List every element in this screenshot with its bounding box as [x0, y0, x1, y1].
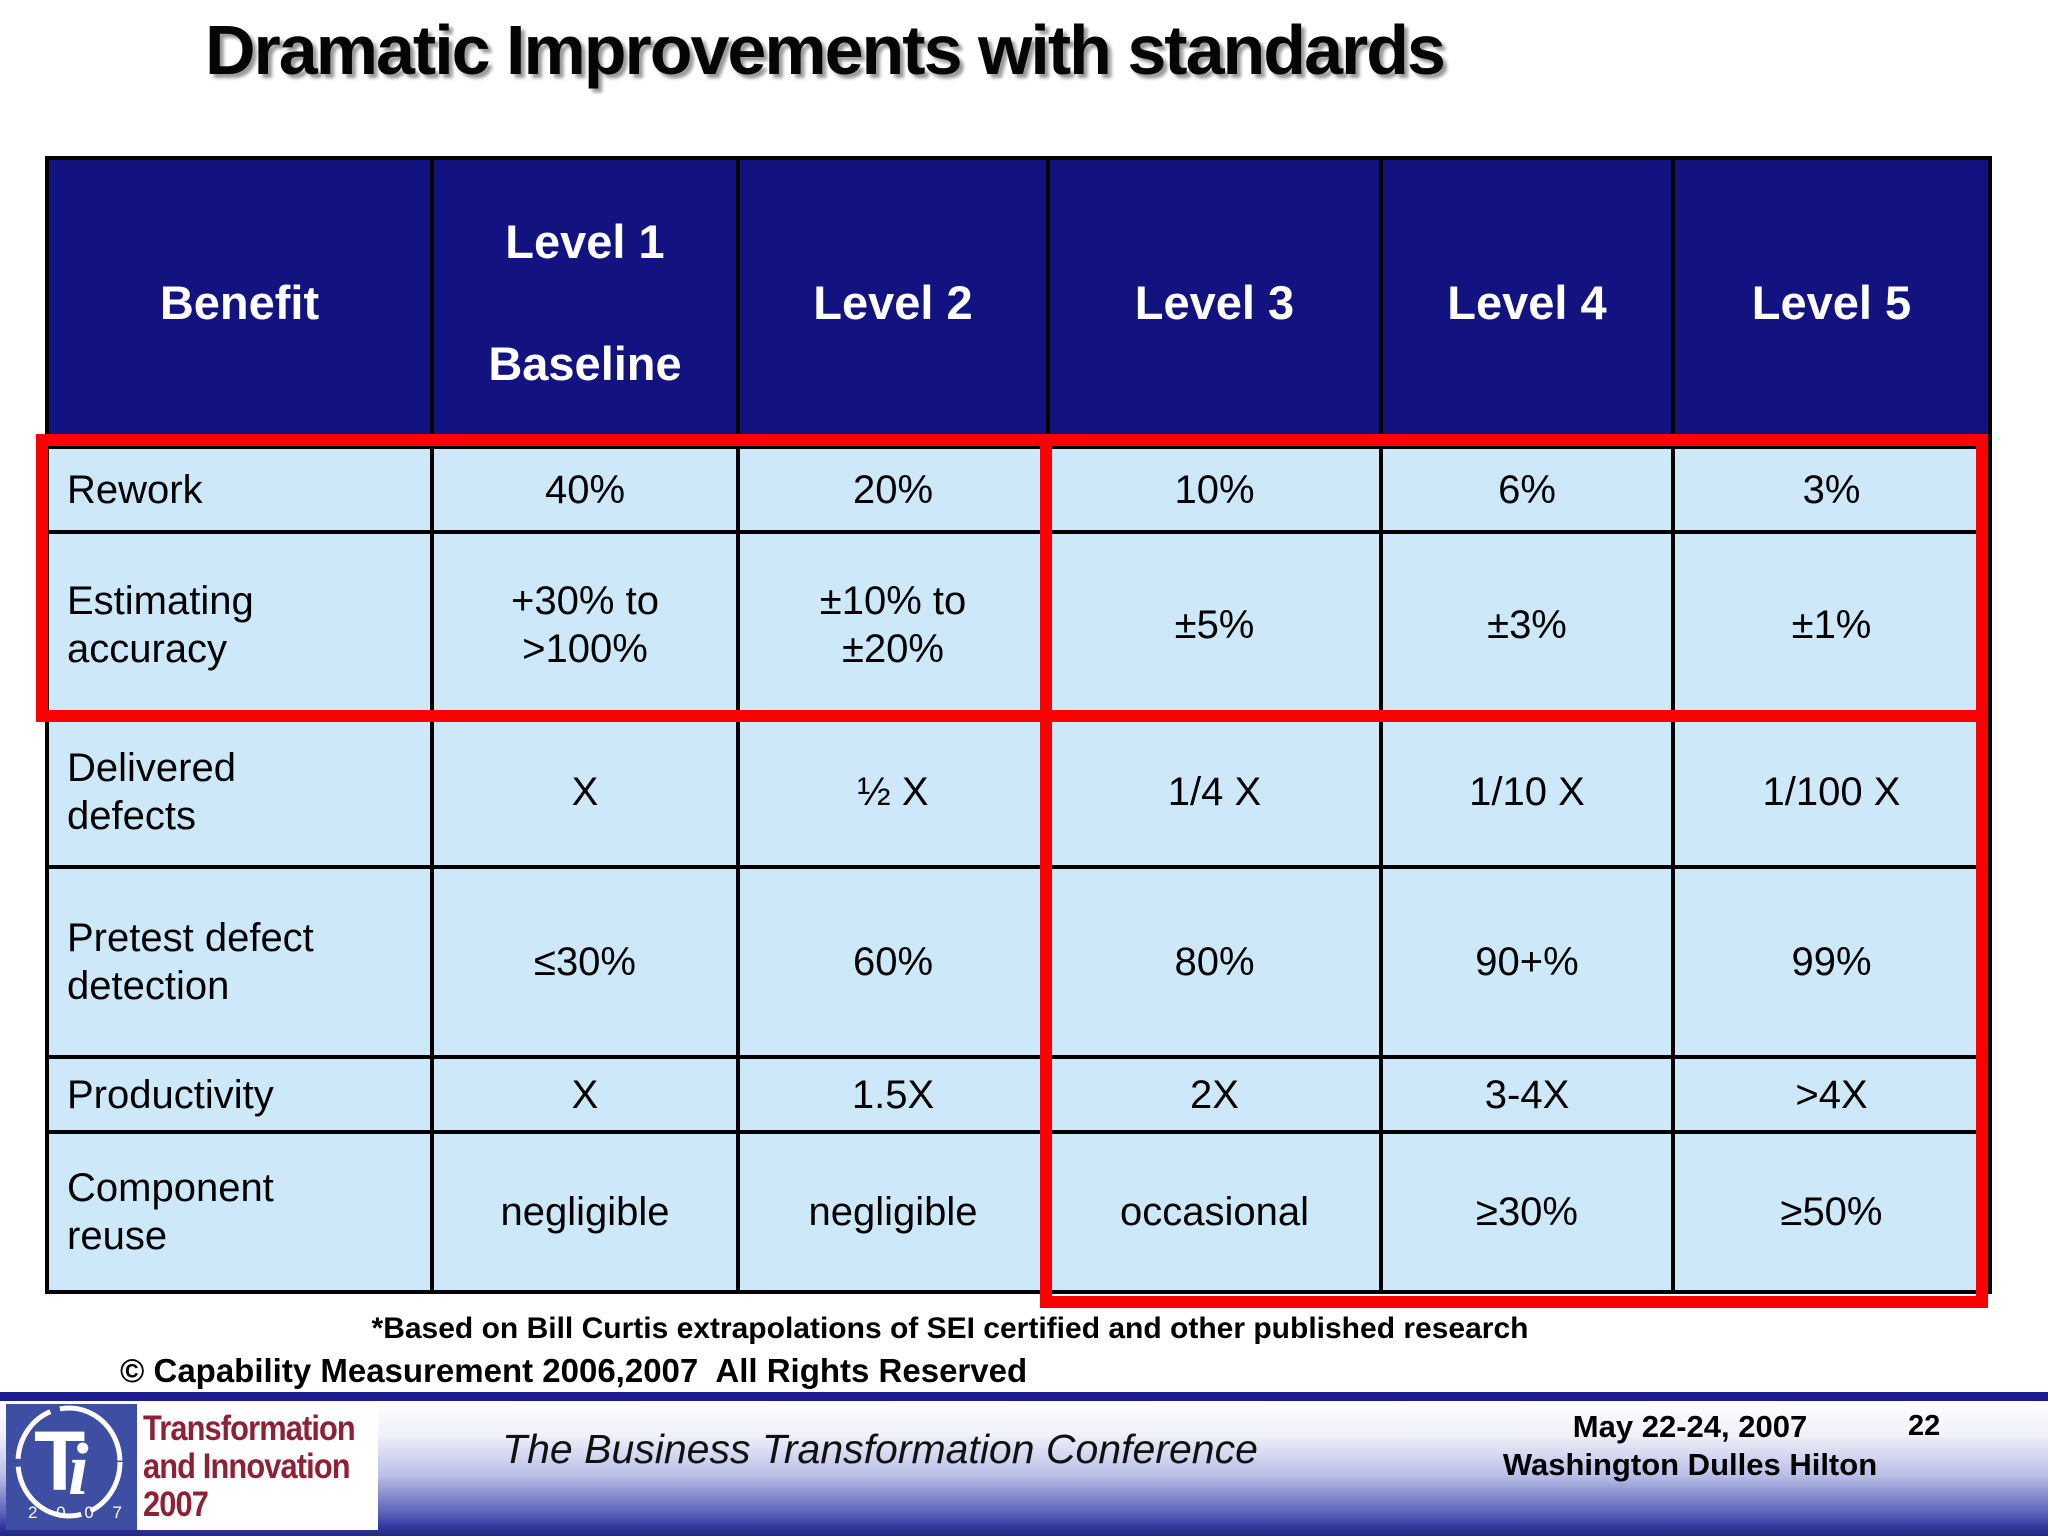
col-header-benefit: Benefit	[47, 158, 432, 447]
event-date: May 22-24, 2007	[1572, 1409, 1808, 1444]
cell-reuse-l5: ≥50%	[1673, 1132, 1990, 1292]
cell-pretest-l5: 99%	[1673, 867, 1990, 1057]
conference-name: The Business Transformation Conference	[502, 1426, 1258, 1472]
row-label-rework: Rework	[47, 447, 432, 532]
cell-estimating-l4: ±3%	[1381, 532, 1673, 717]
cell-reuse-l4: ≥30%	[1381, 1132, 1673, 1292]
cell-estimating-l3: ±5%	[1048, 532, 1381, 717]
col-header-level1: Level 1 Baseline	[432, 158, 738, 447]
ti-logo-graphic: T i 2 0 0 7	[15, 1405, 129, 1522]
col-header-level1-lines: Level 1 Baseline	[488, 150, 681, 455]
cell-pretest-l1: ≤30%	[432, 867, 738, 1057]
cell-rework-l5: 3%	[1673, 447, 1990, 532]
copyright-line: © Capability Measurement 2006,2007 All R…	[120, 1352, 1028, 1389]
logo-year: 2 0 0 7	[28, 1503, 129, 1522]
cell-pretest-l2: 60%	[738, 867, 1048, 1057]
cell-rework-l4: 6%	[1381, 447, 1673, 532]
cell-reuse-l2: negligible	[738, 1132, 1048, 1292]
col-header-level3: Level 3	[1048, 158, 1381, 447]
footnote: *Based on Bill Curtis extrapolations of …	[371, 1312, 1529, 1345]
cell-defects-l3: 1/4 X	[1048, 717, 1381, 867]
cell-productivity-l4: 3-4X	[1381, 1057, 1673, 1132]
cell-rework-l1: 40%	[432, 447, 738, 532]
cell-productivity-l5: >4X	[1673, 1057, 1990, 1132]
col-header-level1-sublabel: Baseline	[488, 337, 682, 391]
row-label-delivered-defects: Delivered defects	[47, 717, 432, 867]
footer-bar: T i 2 0 0 7 Transformation and Innovatio…	[0, 1401, 2048, 1536]
logo-org-name-text: Transformation and Innovation 2007	[143, 1409, 356, 1524]
event-date-venue: May 22-24, 2007 Washington Dulles Hilton	[1460, 1408, 1920, 1484]
cell-estimating-l1: +30% to >100%	[432, 532, 738, 717]
cell-defects-l1: X	[432, 717, 738, 867]
cell-rework-l2: 20%	[738, 447, 1048, 532]
cell-estimating-l2: ±10% to ±20%	[738, 532, 1048, 717]
cell-productivity-l1: X	[432, 1057, 738, 1132]
footer-divider-rule	[0, 1392, 2048, 1401]
page-number: 22	[1908, 1410, 1941, 1442]
cell-defects-l2: ½ X	[738, 717, 1048, 867]
col-header-level4: Level 4	[1381, 158, 1673, 447]
logo-letter-t: T	[34, 1414, 85, 1508]
cell-pretest-l3: 80%	[1048, 867, 1381, 1057]
cell-estimating-l5: ±1%	[1673, 532, 1990, 717]
cell-productivity-l3: 2X	[1048, 1057, 1381, 1132]
cell-reuse-l1: negligible	[432, 1132, 738, 1292]
cell-pretest-l4: 90+%	[1381, 867, 1673, 1057]
row-label-estimating-accuracy: Estimating accuracy	[47, 532, 432, 717]
cell-defects-l5: 1/100 X	[1673, 717, 1990, 867]
col-header-level1-label: Level 1	[505, 214, 665, 268]
cell-productivity-l2: 1.5X	[738, 1057, 1048, 1132]
benefits-table: Benefit Level 1 Baseline Level 2 Level 3…	[45, 156, 1992, 1294]
row-label-pretest-detection: Pretest defect detection	[47, 867, 432, 1057]
logo-org-name: Transformation and Innovation 2007	[137, 1404, 378, 1530]
row-label-productivity: Productivity	[47, 1057, 432, 1132]
event-venue: Washington Dulles Hilton	[1502, 1447, 1878, 1482]
row-label-component-reuse: Component reuse	[47, 1132, 432, 1292]
cell-rework-l3: 10%	[1048, 447, 1381, 532]
col-header-level2: Level 2	[738, 158, 1048, 447]
slide-title: Dramatic Improvements with standards	[205, 11, 1446, 89]
col-header-level5: Level 5	[1673, 158, 1990, 447]
cell-reuse-l3: occasional	[1048, 1132, 1381, 1292]
logo-letter-i: i	[68, 1429, 89, 1511]
ti-logo: T i 2 0 0 7	[6, 1404, 137, 1530]
cell-defects-l4: 1/10 X	[1381, 717, 1673, 867]
